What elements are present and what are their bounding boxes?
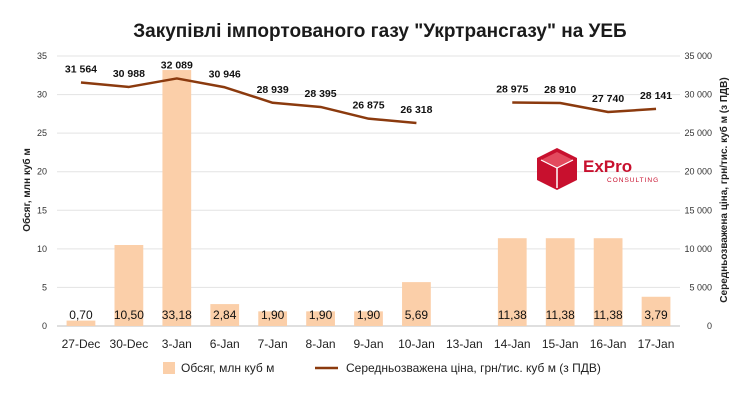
line-value-label: 31 564 — [65, 64, 97, 76]
logo-text: ExPro — [583, 157, 632, 176]
x-tick-label: 13-Jan — [446, 337, 483, 351]
x-tick-label: 14-Jan — [494, 337, 531, 351]
line-value-label: 27 740 — [592, 93, 624, 105]
bar-value-label: 33,18 — [162, 308, 192, 322]
x-tick-label: 16-Jan — [590, 337, 627, 351]
x-tick-label: 7-Jan — [258, 337, 288, 351]
y-left-tick-label: 20 — [37, 167, 47, 177]
price-line — [512, 101, 657, 114]
y-right-tick-label: 35 000 — [684, 51, 712, 61]
bar-value-label: 1,90 — [309, 308, 333, 322]
axes: 0 5 10 15 20 25 30 35 0 5 000 10 000 15 000 20 000 25… — [37, 51, 712, 351]
line-value-label: 28 395 — [305, 88, 337, 100]
bar-value-label: 1,90 — [357, 308, 381, 322]
line-value-label: 26 318 — [400, 104, 432, 116]
y-axis-left-title: Обсяг, млн куб м — [21, 148, 33, 232]
y-left-tick-label: 25 — [37, 128, 47, 138]
grid-lines — [57, 55, 680, 327]
bar-value-label: 5,69 — [405, 308, 429, 322]
y-left-tick-label: 30 — [37, 90, 47, 100]
x-tick-label: 10-Jan — [398, 337, 435, 351]
legend-label-bar: Обсяг, млн куб м — [181, 361, 274, 375]
line-value-label: 30 946 — [209, 68, 241, 80]
y-left-tick-label: 0 — [42, 321, 47, 331]
legend-label-line: Середньозважена ціна, грн/тис. куб м (з … — [346, 361, 601, 375]
y-left-tick-label: 15 — [37, 205, 47, 215]
price-line — [80, 77, 417, 125]
y-right-tick-label: 0 — [707, 321, 712, 331]
line-value-label: 28 939 — [257, 84, 289, 96]
bar-value-label: 10,50 — [114, 308, 144, 322]
y-left-tick-label: 35 — [37, 51, 47, 61]
bar-value-label: 1,90 — [261, 308, 285, 322]
y-right-tick-label: 15 000 — [684, 205, 712, 215]
y-right-tick-label: 5 000 — [689, 282, 712, 292]
y-right-tick-label: 25 000 — [684, 128, 712, 138]
expro-logo: ExPro CONSULTING — [537, 148, 659, 190]
logo-subtext: CONSULTING — [607, 177, 659, 184]
x-tick-label: 15-Jan — [542, 337, 579, 351]
x-tick-label: 3-Jan — [162, 337, 192, 351]
legend: Обсяг, млн куб м Середньозважена ціна, г… — [163, 361, 601, 375]
line-series — [80, 77, 657, 125]
bar — [497, 238, 527, 326]
bar — [162, 70, 192, 326]
bar-value-label: 11,38 — [594, 308, 623, 322]
x-tick-label: 27-Dec — [62, 337, 101, 351]
chart-title: Закупівлі імпортованого газу "Укртрансга… — [133, 21, 626, 42]
x-tick-label: 9-Jan — [353, 337, 383, 351]
x-tick-label: 8-Jan — [306, 337, 336, 351]
line-value-label: 30 988 — [113, 68, 145, 80]
x-tick-label: 30-Dec — [110, 337, 149, 351]
bar — [593, 238, 623, 326]
bar-value-label: 11,38 — [498, 308, 527, 322]
bar — [545, 238, 575, 326]
bar — [354, 311, 383, 326]
y-right-tick-label: 20 000 — [684, 167, 712, 177]
y-left-tick-label: 5 — [42, 282, 47, 292]
bar — [402, 282, 431, 326]
data-labels: 0,70 10,50 33,18 2,84 1,90 1,90 1,90 5,69 11,38 1… — [65, 59, 672, 322]
bar-value-label: 0,70 — [69, 308, 93, 322]
bar — [210, 304, 240, 326]
line-value-label: 28 141 — [640, 90, 672, 102]
y-left-tick-label: 10 — [37, 244, 47, 254]
y-axis-right-title: Середньозважена ціна, грн/тис. куб м (з … — [718, 77, 730, 302]
line-value-label: 28 975 — [496, 83, 528, 95]
line-value-label: 32 089 — [161, 59, 193, 71]
bar — [114, 245, 144, 326]
bar-value-label: 11,38 — [546, 308, 575, 322]
y-right-tick-label: 30 000 — [684, 90, 712, 100]
bar-value-label: 2,84 — [213, 308, 237, 322]
bar-value-label: 3,79 — [644, 308, 668, 322]
y-right-tick-label: 10 000 — [684, 244, 712, 254]
legend-swatch-bar — [163, 362, 175, 374]
line-value-label: 26 875 — [352, 100, 384, 112]
x-tick-label: 17-Jan — [638, 337, 675, 351]
bar — [641, 296, 671, 326]
x-tick-label: 6-Jan — [210, 337, 240, 351]
line-value-label: 28 910 — [544, 84, 576, 96]
bar — [66, 320, 96, 326]
bar — [306, 311, 335, 326]
bar — [258, 311, 288, 326]
bar-series — [66, 70, 671, 326]
